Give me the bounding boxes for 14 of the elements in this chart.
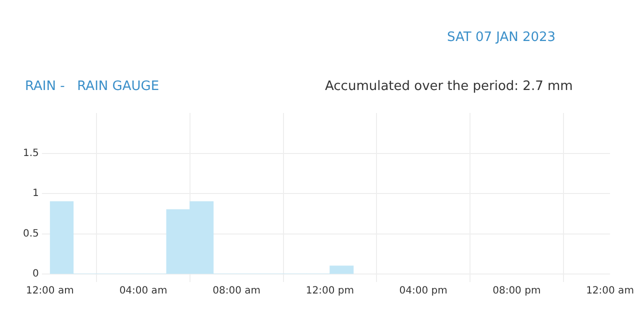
y-tick-label: 1.5 <box>22 148 39 159</box>
y-tick-label: 0.5 <box>22 228 39 240</box>
y-tick-label: 0 <box>32 268 39 280</box>
chart-subtitle: Accumulated over the period: 2.7 mm <box>325 79 573 94</box>
x-tick-label: 08:00 pm <box>492 286 541 297</box>
x-tick-label: 04:00 pm <box>399 286 448 297</box>
x-tick-label: 08:00 am <box>212 286 261 297</box>
x-tick-label: 12:00 am <box>26 286 74 297</box>
x-tick-label: 12:00 pm <box>306 286 354 297</box>
chart-title: RAIN - RAIN GAUGE <box>25 79 160 94</box>
y-tick-label: 1 <box>32 188 39 200</box>
x-tick-label: 12:00 am <box>586 286 634 297</box>
x-tick-label: 04:00 am <box>119 286 168 297</box>
text: SAT 07 JAN 2023 <box>447 30 556 45</box>
